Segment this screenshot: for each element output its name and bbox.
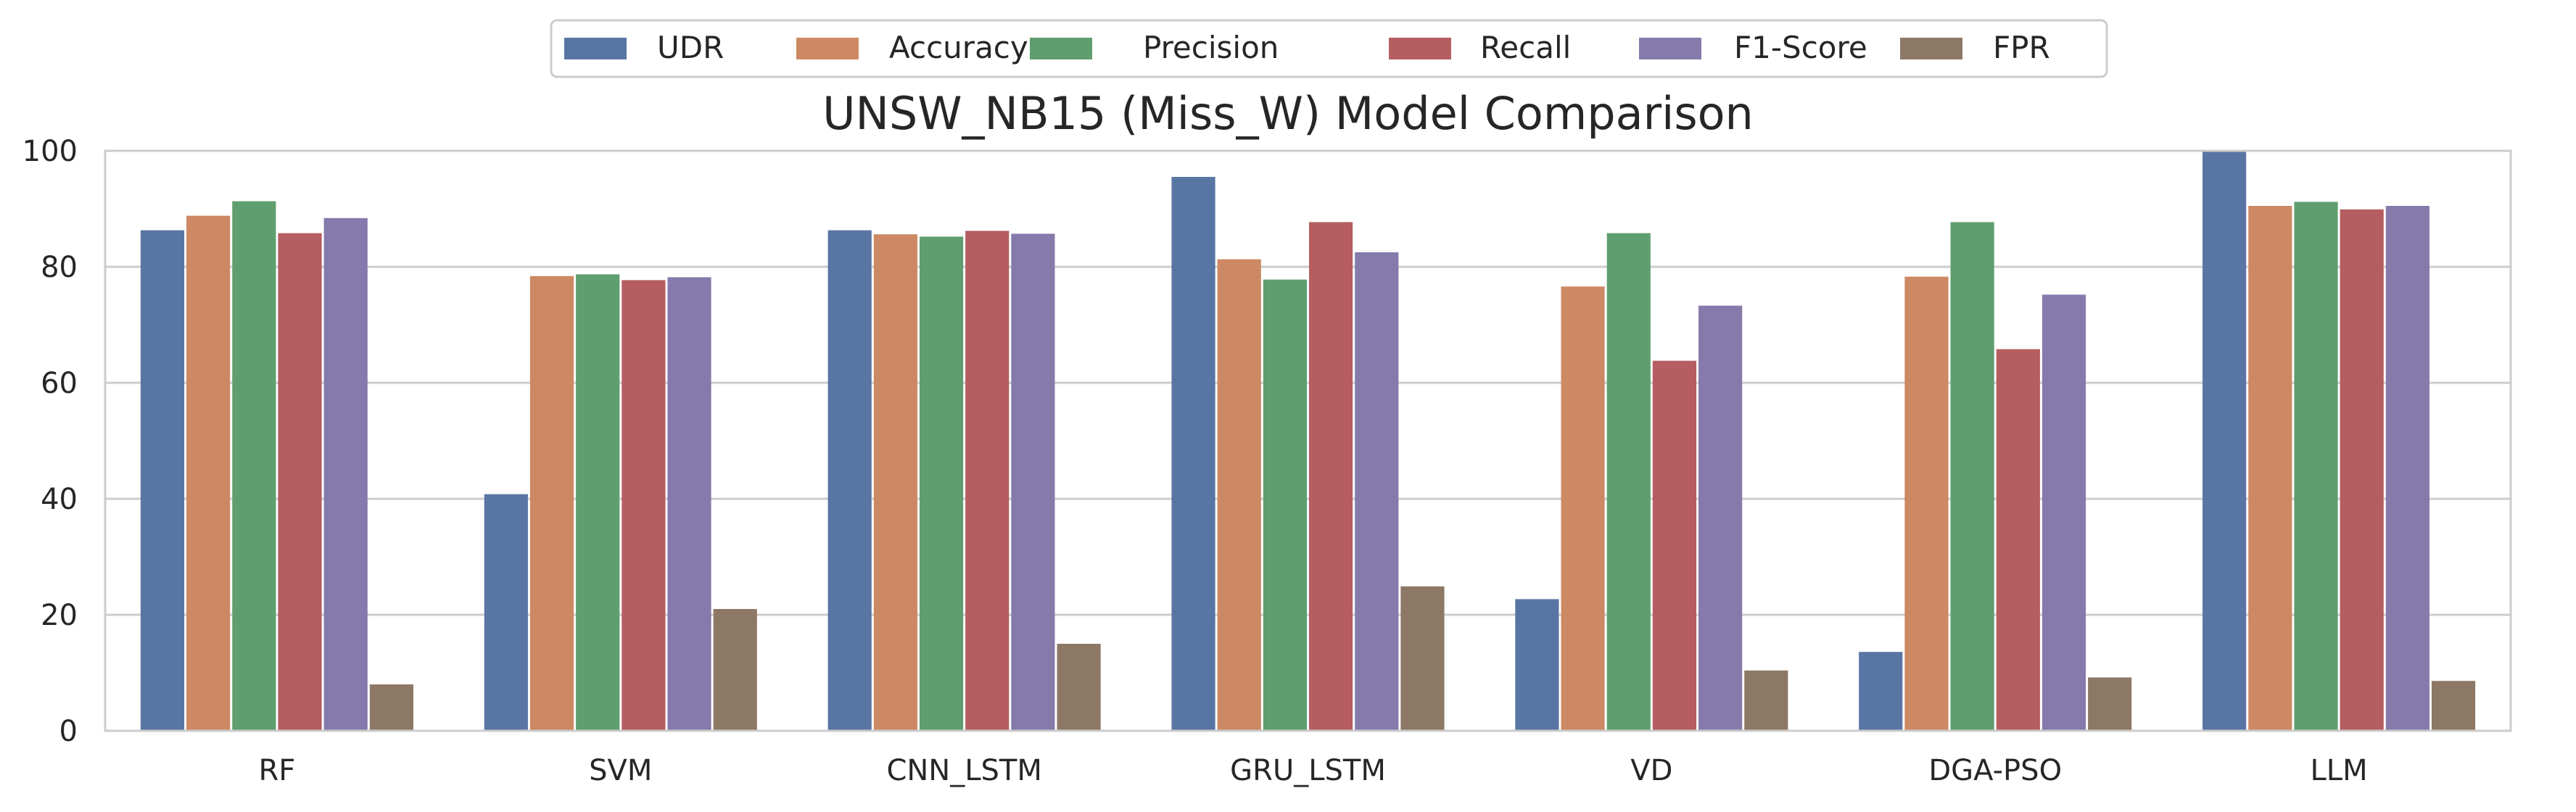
bar-fpr-cnn_lstm — [1057, 644, 1101, 731]
bar-precision-rf — [232, 201, 276, 732]
bar-f1-score-gru_lstm — [1355, 252, 1399, 731]
bar-f1-score-svm — [667, 277, 711, 731]
bar-udr-rf — [140, 230, 185, 732]
legend-frame — [550, 19, 2108, 78]
bar-recall-svm — [622, 280, 666, 731]
y-tick-label: 40 — [41, 483, 78, 516]
bar-recall-llm — [2340, 209, 2384, 731]
legend-label-f1-score: F1-Score — [1734, 30, 1867, 65]
legend-label-fpr: FPR — [1993, 30, 2050, 65]
bar-recall-gru_lstm — [1309, 222, 1353, 731]
bar-fpr-llm — [2431, 681, 2476, 731]
x-tick-label: DGA-PSO — [1928, 754, 2062, 787]
bar-fpr-gru_lstm — [1400, 586, 1445, 731]
plot-frame — [104, 149, 2512, 732]
bar-udr-llm — [2203, 151, 2247, 731]
bar-fpr-rf — [369, 684, 413, 731]
bar-accuracy-vd — [1561, 286, 1605, 731]
bar-accuracy-llm — [2248, 206, 2292, 731]
x-tick-label: CNN_LSTM — [886, 754, 1041, 787]
legend-swatch-recall — [1389, 38, 1451, 59]
bar-f1-score-cnn_lstm — [1011, 233, 1055, 731]
bar-fpr-vd — [1744, 670, 1788, 731]
y-tick-label: 20 — [41, 599, 78, 632]
y-tick-label: 100 — [22, 135, 78, 168]
bar-accuracy-gru_lstm — [1217, 259, 1261, 732]
bar-precision-gru_lstm — [1263, 279, 1307, 732]
bar-f1-score-vd — [1698, 305, 1743, 732]
bar-recall-cnn_lstm — [965, 231, 1010, 731]
bar-f1-score-rf — [323, 218, 368, 731]
legend-label-recall: Recall — [1480, 30, 1571, 65]
y-tick-label: 0 — [59, 715, 78, 748]
bar-accuracy-rf — [186, 215, 231, 732]
legend-swatch-f1-score — [1639, 38, 1701, 59]
bar-precision-vd — [1606, 233, 1651, 732]
bar-udr-gru_lstm — [1171, 177, 1215, 731]
bar-accuracy-svm — [529, 276, 574, 731]
legend-label-udr: UDR — [657, 30, 724, 65]
x-tick-label: RF — [259, 754, 296, 787]
bar-fpr-dga-pso — [2088, 677, 2132, 731]
bar-precision-dga-pso — [1950, 222, 1994, 731]
bar-precision-cnn_lstm — [919, 236, 964, 731]
bar-recall-dga-pso — [1996, 349, 2040, 732]
bar-f1-score-dga-pso — [2042, 294, 2086, 731]
x-tick-label: SVM — [589, 754, 652, 787]
bar-recall-rf — [278, 233, 322, 732]
bar-accuracy-dga-pso — [1904, 276, 1949, 732]
bar-udr-dga-pso — [1859, 652, 1903, 731]
legend-swatch-accuracy — [796, 38, 859, 59]
x-tick-label: VD — [1630, 754, 1672, 787]
legend-swatch-udr — [564, 38, 627, 59]
y-tick-label: 80 — [41, 251, 78, 284]
legend: UDR Accuracy Precision Recall F1-Score FPR — [550, 19, 2108, 78]
y-tick-label: 60 — [41, 367, 78, 400]
plot-area: 0 20 40 60 80 100 RF SVM CNN_LSTM GRU_LSTM VD DGA-P… — [22, 135, 2512, 787]
bar-udr-svm — [484, 494, 528, 731]
bar-udr-vd — [1515, 599, 1559, 731]
legend-swatch-fpr — [1900, 38, 1962, 59]
bar-udr-cnn_lstm — [827, 230, 872, 732]
bar-accuracy-cnn_lstm — [873, 234, 917, 731]
bar-recall-vd — [1652, 360, 1697, 731]
bar-fpr-svm — [713, 609, 757, 731]
bar-precision-svm — [576, 274, 620, 731]
x-tick-label: LLM — [2311, 754, 2368, 787]
legend-label-precision: Precision — [1143, 30, 1279, 65]
legend-label-accuracy: Accuracy — [889, 30, 1028, 65]
bar-f1-score-llm — [2385, 206, 2430, 731]
x-tick-label: GRU_LSTM — [1230, 754, 1386, 787]
bar-precision-llm — [2294, 202, 2338, 731]
legend-swatch-precision — [1030, 38, 1092, 59]
chart-title: UNSW_NB15 (Miss_W) Model Comparison — [822, 87, 1754, 140]
